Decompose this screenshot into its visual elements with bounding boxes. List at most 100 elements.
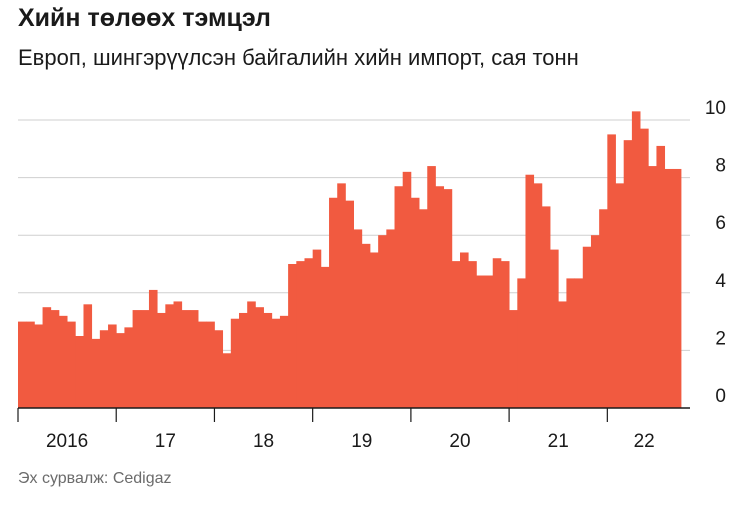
bar <box>337 183 346 408</box>
y-tick-label: 8 <box>715 156 726 177</box>
bar <box>132 310 142 408</box>
bar <box>451 261 461 408</box>
bar <box>230 318 240 408</box>
bar <box>320 266 330 408</box>
chart-subtitle: Европ, шингэрүүлсэн байгалийн хийн импор… <box>18 45 579 70</box>
bar <box>34 324 43 408</box>
bar <box>288 264 297 408</box>
x-tick-label: 19 <box>351 431 372 452</box>
y-tick-label: 4 <box>715 271 726 292</box>
bar <box>304 258 314 408</box>
bar <box>476 275 485 408</box>
y-tick-label: 10 <box>705 98 726 119</box>
chart-title: Хийн төлөөх тэмцэл <box>18 4 271 32</box>
bar <box>75 336 84 408</box>
bar <box>271 318 281 408</box>
x-tick-label: 18 <box>253 431 274 452</box>
bar <box>394 186 404 408</box>
bar <box>222 353 232 408</box>
bar <box>509 310 518 408</box>
x-axis <box>17 407 690 422</box>
bar <box>378 235 387 408</box>
x-axis-labels: 2016 17 18 19 20 21 22 <box>46 431 655 452</box>
bar <box>402 171 412 408</box>
bar <box>255 307 264 408</box>
bar <box>181 310 191 408</box>
bar <box>419 209 428 408</box>
bar-chart: 0 2 4 6 8 10 2016 17 18 19 20 21 22 <box>17 98 727 452</box>
bar <box>116 333 125 408</box>
bar <box>427 166 436 408</box>
bar <box>206 321 215 408</box>
x-tick-label: 2016 <box>46 431 88 452</box>
x-tick-label: 22 <box>634 431 655 452</box>
bar <box>525 174 535 408</box>
bar <box>263 312 273 408</box>
bar <box>574 278 584 408</box>
bar <box>239 312 248 408</box>
bar <box>468 261 477 408</box>
bar <box>108 324 117 408</box>
y-tick-label: 6 <box>715 213 726 234</box>
bar <box>672 168 682 408</box>
bar <box>590 235 600 408</box>
bar <box>656 145 666 409</box>
bar <box>312 249 322 408</box>
bar <box>615 183 625 408</box>
bar <box>631 111 641 409</box>
bar <box>664 168 674 408</box>
bar <box>353 229 363 408</box>
bar <box>99 330 109 408</box>
bar <box>566 278 575 408</box>
bar <box>500 261 510 408</box>
bars <box>18 111 682 409</box>
bar <box>173 301 183 408</box>
source-note: Эх сурвалж: Cedigaz <box>18 470 172 487</box>
bar <box>517 278 526 408</box>
bar <box>533 183 543 408</box>
bar <box>148 289 158 408</box>
y-tick-label: 2 <box>715 328 726 349</box>
bar <box>247 301 256 408</box>
y-axis-labels: 0 2 4 6 8 10 <box>705 98 727 407</box>
bar <box>599 209 608 408</box>
bar <box>492 258 502 408</box>
bar <box>83 304 93 408</box>
bar <box>443 189 453 408</box>
bar <box>345 200 354 408</box>
bar <box>157 312 166 408</box>
bar <box>165 304 174 408</box>
bar <box>484 275 494 408</box>
bar <box>640 128 649 408</box>
bar <box>648 166 657 408</box>
bar <box>541 206 551 408</box>
bar <box>140 310 150 408</box>
bar <box>50 310 60 408</box>
bar <box>296 261 305 408</box>
bar <box>214 330 224 408</box>
bar <box>550 249 559 408</box>
bar <box>26 321 35 408</box>
bar <box>58 315 68 408</box>
bar <box>18 321 27 408</box>
bar <box>329 197 338 408</box>
bar <box>42 307 52 408</box>
bar <box>91 338 101 408</box>
bar <box>623 140 633 408</box>
bar <box>67 321 76 408</box>
x-tick-label: 20 <box>449 431 470 452</box>
bar <box>460 252 469 408</box>
bar <box>361 243 371 408</box>
bar <box>386 229 395 408</box>
x-tick-label: 21 <box>548 431 569 452</box>
bar <box>189 310 199 408</box>
bar <box>435 186 445 408</box>
bar <box>607 134 616 408</box>
y-tick-label: 0 <box>715 386 726 407</box>
x-tick-label: 17 <box>155 431 176 452</box>
bar <box>582 246 592 408</box>
bar <box>198 321 207 408</box>
bar <box>369 252 379 408</box>
bar <box>410 197 420 408</box>
bar <box>124 327 133 408</box>
